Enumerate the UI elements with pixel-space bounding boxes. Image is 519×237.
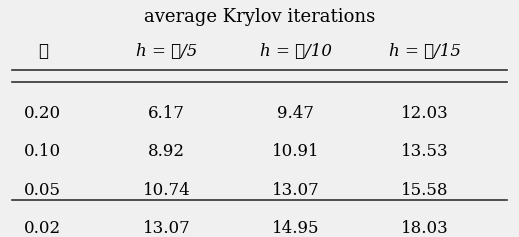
Text: average Krylov iterations: average Krylov iterations — [144, 8, 375, 26]
Text: 18.03: 18.03 — [401, 220, 448, 237]
Text: 15.58: 15.58 — [401, 182, 448, 199]
Text: 0.02: 0.02 — [24, 220, 61, 237]
Text: 10.91: 10.91 — [272, 143, 320, 160]
Text: h = ℓ/10: h = ℓ/10 — [260, 43, 332, 60]
Text: 14.95: 14.95 — [272, 220, 319, 237]
Text: 13.53: 13.53 — [401, 143, 448, 160]
Text: ℓ: ℓ — [38, 43, 48, 60]
Text: 9.47: 9.47 — [277, 105, 314, 122]
Text: 0.05: 0.05 — [24, 182, 61, 199]
Text: 0.20: 0.20 — [24, 105, 61, 122]
Text: h = ℓ/5: h = ℓ/5 — [136, 43, 197, 60]
Text: 8.92: 8.92 — [148, 143, 185, 160]
Text: 10.74: 10.74 — [143, 182, 190, 199]
Text: h = ℓ/15: h = ℓ/15 — [389, 43, 461, 60]
Text: 13.07: 13.07 — [143, 220, 190, 237]
Text: 13.07: 13.07 — [272, 182, 320, 199]
Text: 12.03: 12.03 — [401, 105, 448, 122]
Text: 0.10: 0.10 — [24, 143, 61, 160]
Text: 6.17: 6.17 — [148, 105, 185, 122]
